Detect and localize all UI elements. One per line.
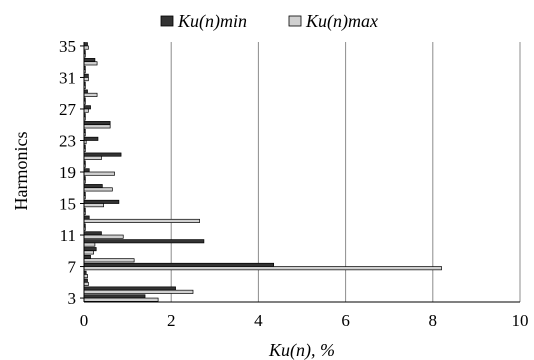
bar-min-h35	[83, 42, 88, 47]
bar-max-h8	[83, 258, 135, 263]
y-tick-label: 15	[59, 195, 76, 214]
bar-min-h8	[83, 255, 91, 260]
bar-max-h35	[83, 45, 89, 50]
bars	[83, 42, 442, 302]
bar-max-h29	[83, 92, 98, 97]
x-tick-label: 2	[167, 311, 176, 330]
axes	[80, 42, 520, 303]
legend-swatch-min	[160, 15, 174, 27]
bar-min-h4	[83, 286, 176, 291]
bar-min-h19	[83, 168, 90, 173]
bar-max-h21	[83, 155, 102, 160]
y-tick-label: 31	[59, 68, 76, 87]
bar-max-h25	[83, 124, 111, 129]
legend-label-min: Ku(n)min	[177, 11, 247, 32]
bar-min-h15	[83, 199, 120, 204]
bar-max-h19	[83, 171, 115, 176]
bar-max-h13	[83, 218, 200, 223]
bar-max-h11	[83, 234, 124, 239]
bar-max-h27	[83, 108, 89, 113]
y-tick-label: 23	[59, 131, 76, 150]
y-tick-label: 35	[59, 37, 76, 56]
bar-min-h33	[83, 58, 96, 63]
bar-max-h31	[83, 77, 89, 82]
y-tick-label: 19	[59, 163, 76, 182]
bar-max-h5	[83, 281, 89, 286]
y-tick-label: 11	[60, 226, 76, 245]
bar-min-h31	[83, 73, 89, 78]
bar-max-h33	[83, 61, 98, 66]
legend-swatch-max	[288, 15, 302, 27]
bar-min-h23	[83, 136, 99, 141]
bar-min-h3	[83, 294, 146, 299]
y-axis-label: Harmonics	[11, 132, 31, 211]
bar-min-h29	[83, 89, 88, 94]
bar-min-h9	[83, 247, 97, 252]
x-tick-label: 8	[429, 311, 438, 330]
x-tick-label: 4	[254, 311, 263, 330]
bar-min-h7	[83, 262, 275, 267]
bar-max-h3	[83, 297, 159, 302]
y-tick-label: 7	[68, 258, 77, 277]
x-tick-label: 10	[512, 311, 529, 330]
bar-max-h15	[83, 203, 104, 208]
bar-min-h21	[83, 152, 122, 157]
bar-max-h6	[83, 274, 88, 279]
bar-min-h13	[83, 215, 90, 220]
bar-min-h25	[83, 121, 111, 126]
bar-min-h10	[83, 239, 205, 244]
legend-label-max: Ku(n)max	[305, 11, 378, 32]
x-tick-label: 0	[80, 311, 89, 330]
bar-min-h5	[83, 278, 88, 283]
tick-labels: 0 2 4 6 8 10 3 7 11 15 19 23 27 31 35	[59, 37, 529, 330]
legend: Ku(n)min Ku(n)max	[160, 11, 378, 32]
y-tick-label: 27	[59, 100, 77, 119]
x-tick-label: 6	[341, 311, 350, 330]
bar-max-h4	[83, 289, 194, 294]
bar-max-h10	[83, 242, 96, 247]
bar-max-h9	[83, 250, 94, 255]
bar-min-h27	[83, 105, 91, 110]
bar-min-h17	[83, 184, 103, 189]
x-axis-label: Ku(n), %	[268, 340, 335, 360]
y-tick-label: 3	[68, 289, 77, 308]
gridlines	[170, 42, 521, 302]
bar-max-h17	[83, 187, 113, 192]
bar-max-h7	[83, 266, 442, 271]
bar-min-h11	[83, 231, 102, 236]
